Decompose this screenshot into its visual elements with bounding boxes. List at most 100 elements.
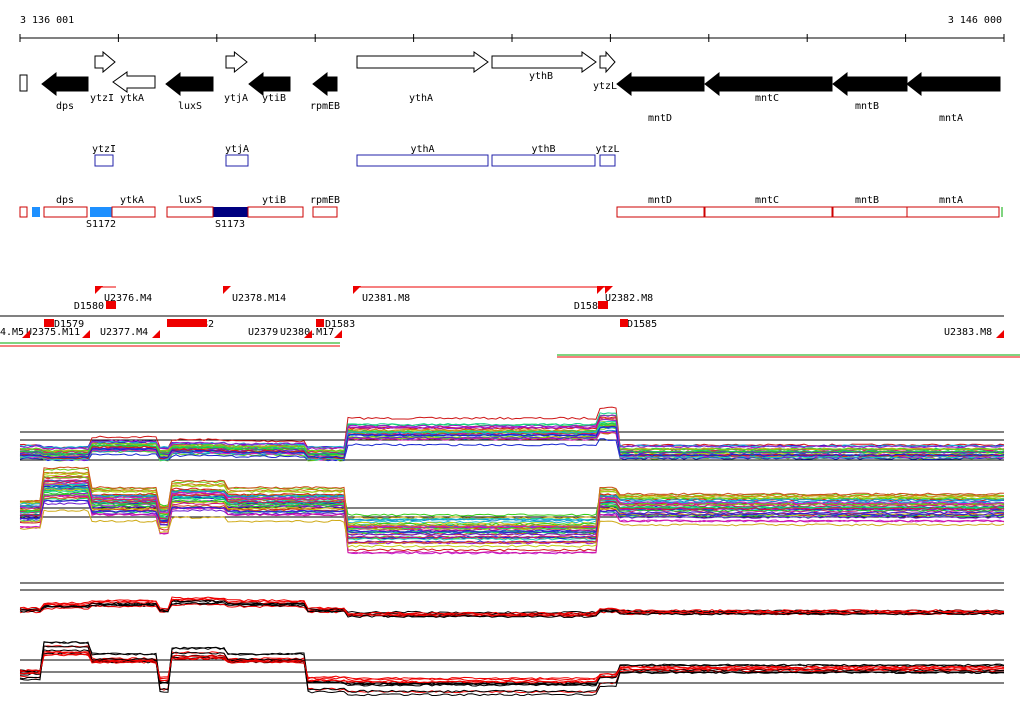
expression-trace	[19, 599, 1005, 619]
gene-arrow	[112, 71, 156, 93]
gene-arrow	[94, 50, 116, 74]
cds-label: ytjA	[225, 144, 249, 155]
expression-trace	[19, 645, 1005, 694]
gene-label: rpmEB	[310, 101, 340, 112]
segment-label: rpmEB	[310, 195, 340, 206]
segment-box	[213, 207, 248, 217]
gene-label: ytzI	[90, 93, 114, 104]
transcript-flag	[304, 330, 312, 338]
expression-trace	[19, 650, 1005, 682]
segment-box	[247, 206, 304, 218]
expression-trace	[19, 480, 1005, 544]
cds-label: ythB	[531, 144, 555, 155]
expression-trace	[19, 499, 1005, 534]
segment-box	[166, 206, 214, 218]
transcript-label: U2379	[248, 327, 278, 338]
transcript-label: 4.M5	[0, 327, 24, 338]
gene-arrow	[491, 51, 597, 73]
segment-tag: S1173	[215, 219, 245, 230]
gene-label: ytzL	[593, 81, 617, 92]
gene-arrow	[906, 71, 1001, 97]
expression-trace	[19, 645, 1005, 697]
expression-trace	[19, 417, 1005, 454]
expression-trace	[19, 471, 1005, 528]
segment-box	[43, 206, 88, 218]
segment-box	[19, 206, 28, 218]
transcript-flag	[996, 330, 1004, 338]
gene-label: ytkA	[120, 93, 144, 104]
transcript-flag	[152, 330, 160, 338]
gene-label: luxS	[178, 101, 202, 112]
transcript-flag	[82, 330, 90, 338]
transcript-flag	[22, 330, 30, 338]
gene-arrow	[616, 71, 705, 97]
expression-trace	[19, 509, 1005, 545]
transcript-block	[106, 301, 116, 309]
transcript-label: D1579	[54, 319, 84, 330]
transcript-label: D1584	[574, 301, 604, 312]
cds-box	[225, 154, 249, 167]
segment-label: mntD	[648, 195, 672, 206]
cds-label: ytzL	[595, 144, 619, 155]
gene-arrow	[312, 71, 338, 97]
transcript-flag	[353, 286, 361, 294]
ruler-start: 3 136 001	[20, 15, 74, 26]
cds-box	[491, 154, 596, 167]
segment-label: mntC	[755, 195, 779, 206]
segment-label: ytiB	[262, 195, 286, 206]
transcript-flag	[223, 286, 231, 294]
gene-arrow	[248, 71, 291, 97]
transcript-label: D1583	[325, 319, 355, 330]
segment-box	[704, 206, 833, 218]
expression-trace	[19, 653, 1005, 680]
cds-box	[94, 154, 114, 167]
transcript-flag	[597, 286, 605, 294]
gene-arrow	[41, 71, 89, 97]
transcript-block	[167, 319, 207, 327]
gene-label: mntB	[855, 101, 879, 112]
segment-label: dps	[56, 195, 74, 206]
transcript-label: U2382.M8	[605, 293, 653, 304]
transcript-label: U2380.M17	[280, 327, 334, 338]
segment-label: mntB	[855, 195, 879, 206]
expression-trace	[19, 501, 1005, 536]
expression-trace	[19, 596, 1005, 615]
cds-box	[599, 154, 616, 167]
transcript-block	[316, 319, 324, 327]
gene-arrow	[356, 51, 489, 73]
expression-trace	[19, 641, 1005, 686]
gene-arrow	[704, 71, 833, 97]
transcript-label: U2377.M4	[100, 327, 148, 338]
transcript-block	[44, 319, 54, 327]
gene-arrow	[599, 50, 616, 74]
cds-label: ythA	[410, 144, 434, 155]
expression-trace	[19, 653, 1005, 684]
expression-trace	[19, 418, 1005, 451]
segment-box	[111, 206, 156, 218]
expression-trace	[19, 425, 1005, 459]
expression-trace	[19, 423, 1005, 455]
transcript-label: U2376.M4	[104, 293, 152, 304]
gene-label: ytiB	[262, 93, 286, 104]
gene-box	[19, 74, 28, 92]
segment-box	[906, 206, 1000, 218]
segment-label: mntA	[939, 195, 963, 206]
segment-box	[312, 206, 338, 218]
transcript-flag	[605, 286, 613, 294]
transcript-label: U2383.M8	[944, 327, 992, 338]
transcript-flag	[334, 330, 342, 338]
gene-label: mntC	[755, 93, 779, 104]
expression-trace	[19, 598, 1005, 617]
expression-trace	[19, 431, 1005, 459]
segment-box	[616, 206, 705, 218]
gene-label: ytjA	[224, 93, 248, 104]
segment-box	[32, 207, 40, 217]
transcript-label: U2381.M8	[362, 293, 410, 304]
segment-box	[90, 207, 112, 217]
gene-arrow	[832, 71, 908, 97]
gene-arrow	[165, 71, 214, 97]
segment-label: ytkA	[120, 195, 144, 206]
cds-box	[356, 154, 489, 167]
gene-arrow	[225, 50, 248, 74]
